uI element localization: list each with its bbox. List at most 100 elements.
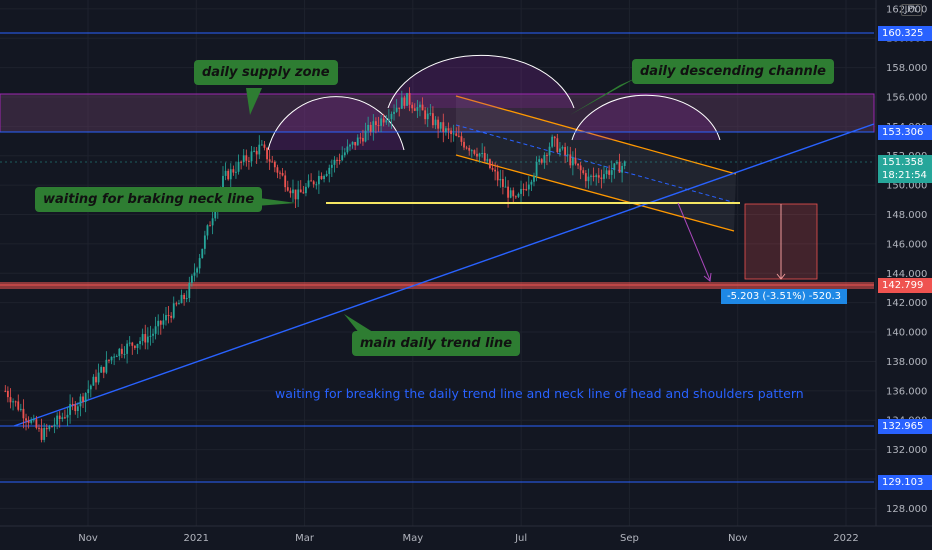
candle-body	[61, 417, 64, 419]
price-axis-tick: 136.000	[886, 386, 927, 397]
candle-body	[608, 170, 611, 175]
candles-group	[4, 87, 626, 443]
time-axis-tick: May	[403, 533, 424, 544]
price-axis-tick: 140.000	[886, 328, 927, 339]
candle-body	[12, 401, 14, 403]
candle-body	[548, 146, 551, 156]
candle-body	[74, 404, 77, 412]
candle-body	[476, 153, 478, 157]
candle-body	[512, 190, 515, 197]
candle-body	[569, 154, 572, 166]
candle-body	[395, 107, 398, 112]
candle-body	[299, 189, 302, 193]
price-axis-tick: 148.000	[886, 210, 927, 221]
candle-body	[460, 136, 463, 142]
candle-body	[561, 147, 564, 149]
candle-body	[556, 138, 559, 153]
price-axis-tick: 144.000	[886, 269, 927, 280]
candle-body	[9, 397, 12, 403]
candle-body	[214, 211, 217, 219]
candle-body	[136, 343, 139, 348]
candle-body	[32, 419, 35, 421]
candle-body	[600, 177, 603, 179]
candle-body	[325, 173, 328, 176]
candle-body	[530, 181, 533, 185]
projection-arrow-head	[703, 272, 712, 282]
candle-body	[260, 144, 263, 146]
candle-body	[525, 189, 528, 191]
candle-body	[447, 128, 450, 131]
candle-body	[92, 376, 95, 386]
supply-zone-callout[interactable]: daily supply zone	[194, 60, 338, 85]
price-axis-tick: 128.000	[886, 504, 927, 515]
candle-body	[463, 141, 465, 148]
candle-body	[499, 178, 502, 181]
candle-body	[491, 168, 494, 170]
trend-line-callout[interactable]: main daily trend line	[352, 331, 521, 356]
candle-body	[240, 161, 243, 163]
candle-body	[294, 189, 297, 200]
candle-body	[126, 343, 129, 354]
candle-body	[40, 428, 43, 440]
candle-body	[276, 167, 279, 173]
candle-body	[400, 97, 403, 109]
neck-line-callout[interactable]: waiting for braking neck line	[35, 187, 263, 212]
candle-body	[89, 385, 92, 390]
candle-body	[579, 165, 582, 171]
candle-body	[123, 353, 126, 355]
price-axis-tick: 132.000	[886, 445, 927, 456]
price-axis-tick: 162.000	[886, 4, 927, 15]
candle-body	[53, 424, 56, 427]
price-axis-tick: 142.000	[886, 298, 927, 309]
price-axis-tick: 156.000	[886, 92, 927, 103]
descending-channel-callout[interactable]: daily descending channle	[632, 59, 834, 84]
candle-body	[180, 294, 183, 304]
candle-body	[535, 161, 538, 176]
candle-body	[71, 403, 74, 405]
candle-body	[419, 104, 421, 108]
time-axis-tick: Sep	[620, 533, 639, 544]
candle-body	[172, 303, 175, 318]
candle-body	[538, 159, 541, 162]
candle-body	[351, 141, 354, 145]
candle-body	[590, 175, 592, 177]
candle-body	[468, 148, 471, 151]
candle-body	[610, 170, 613, 175]
candle-body	[188, 282, 191, 299]
analysis-note: waiting for breaking the daily trend lin…	[275, 386, 804, 401]
candle-body	[268, 159, 271, 162]
candle-body	[613, 163, 616, 171]
candle-body	[258, 144, 261, 155]
candle-body	[310, 180, 313, 182]
candle-body	[237, 161, 240, 172]
time-axis-tick: 2022	[833, 533, 858, 544]
candle-body	[224, 170, 227, 176]
candle-body	[315, 184, 318, 186]
candle-body	[82, 396, 84, 402]
candle-body	[349, 144, 351, 147]
time-axis-tick: Jul	[514, 533, 527, 544]
candle-body	[51, 426, 53, 428]
time-axis-tick: 2021	[184, 533, 209, 544]
candle-body	[25, 418, 27, 421]
candle-body	[553, 136, 556, 139]
candle-body	[84, 393, 87, 402]
candle-body	[489, 159, 491, 169]
candle-body	[473, 150, 476, 154]
candle-body	[452, 133, 455, 135]
candle-body	[403, 97, 406, 106]
candle-body	[79, 396, 82, 407]
candle-body	[312, 181, 315, 185]
candle-body	[605, 170, 608, 175]
candle-body	[478, 153, 481, 157]
candle-body	[434, 119, 437, 126]
candle-body	[380, 118, 382, 126]
candle-body	[255, 150, 258, 155]
candle-body	[354, 141, 357, 146]
candle-body	[157, 320, 160, 327]
time-axis[interactable]: Nov 2021 Mar May Jul Sep Nov 2022	[78, 533, 858, 544]
candle-body	[185, 298, 188, 300]
candle-body	[266, 147, 268, 160]
candle-body	[584, 173, 587, 182]
